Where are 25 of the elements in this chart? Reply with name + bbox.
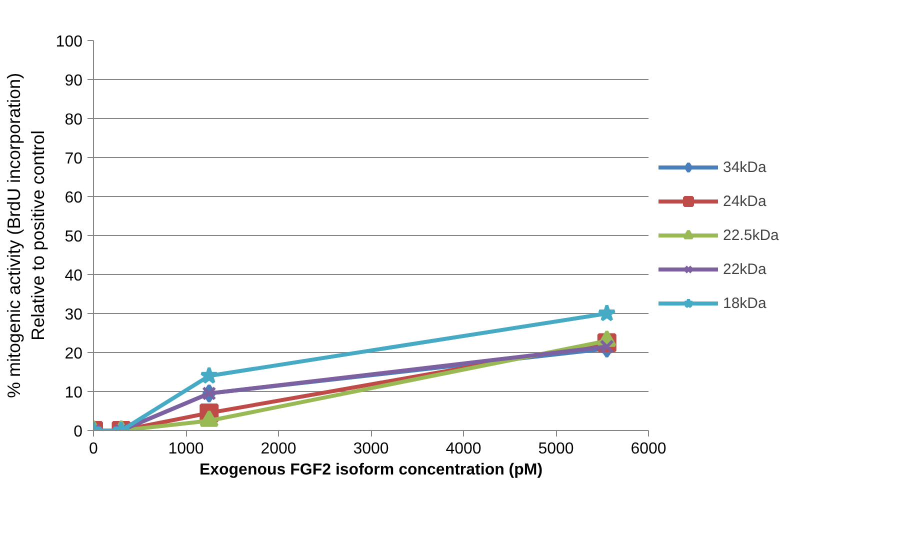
y-tick-label: 10 <box>64 384 83 402</box>
x-tick-label: 0 <box>89 440 98 458</box>
legend-label: 24kDa <box>723 192 766 210</box>
y-tick-label: 90 <box>64 72 83 90</box>
legend-label: 18kDa <box>723 294 766 312</box>
x-tick-label: 6000 <box>630 440 666 458</box>
y-tick-label: 80 <box>64 112 83 128</box>
legend-label: 22.5kDa <box>723 226 779 244</box>
y-tick-label: 20 <box>64 346 83 362</box>
x-axis-title: Exogenous FGF2 isoform concentration (pM) <box>199 462 543 478</box>
y-tick-label: 60 <box>64 190 83 206</box>
y-axis-title: % mitogenic activity (BrdU incorporation) Relative to positive control <box>4 72 48 398</box>
y-tick-label: 30 <box>64 306 83 324</box>
legend-label: 34kDa <box>723 158 766 176</box>
y-tick-label: 0 <box>74 424 83 440</box>
x-tick-label: 2000 <box>260 440 296 458</box>
y-tick-label: 40 <box>64 268 83 284</box>
y-tick-label: 50 <box>64 228 83 246</box>
legend-label: 22kDa <box>723 260 766 278</box>
x-tick-label: 5000 <box>538 440 574 458</box>
y-tick-label: 70 <box>64 150 83 168</box>
x-tick-label: 3000 <box>353 440 389 458</box>
y-tick-label: 100 <box>56 34 83 50</box>
x-tick-label: 4000 <box>446 440 482 458</box>
x-tick-label: 1000 <box>168 440 204 458</box>
